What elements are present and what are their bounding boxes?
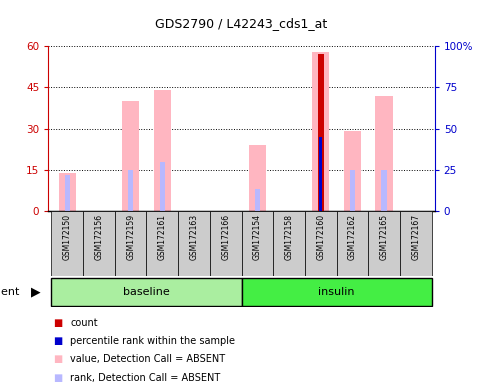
Bar — [312, 51, 329, 211]
Text: GSM172154: GSM172154 — [253, 214, 262, 260]
Bar — [273, 211, 305, 276]
Bar — [160, 162, 165, 211]
Text: ▶: ▶ — [31, 285, 41, 298]
Bar — [319, 137, 323, 211]
Text: ■: ■ — [53, 318, 62, 328]
Text: GSM172159: GSM172159 — [126, 214, 135, 260]
Bar — [146, 211, 178, 276]
Bar — [318, 55, 324, 211]
Text: ■: ■ — [53, 354, 62, 364]
Bar — [178, 211, 210, 276]
Text: GSM172158: GSM172158 — [284, 214, 294, 260]
Bar — [242, 278, 431, 306]
Text: GSM172165: GSM172165 — [380, 214, 388, 260]
Bar — [154, 90, 171, 211]
Text: insulin: insulin — [318, 287, 355, 297]
Bar — [382, 170, 386, 211]
Bar — [122, 101, 140, 211]
Text: value, Detection Call = ABSENT: value, Detection Call = ABSENT — [70, 354, 225, 364]
Bar — [343, 131, 361, 211]
Text: GDS2790 / L42243_cds1_at: GDS2790 / L42243_cds1_at — [156, 17, 327, 30]
Bar — [305, 211, 337, 276]
Text: ■: ■ — [53, 373, 62, 383]
Text: percentile rank within the sample: percentile rank within the sample — [70, 336, 235, 346]
Text: baseline: baseline — [123, 287, 170, 297]
Bar — [83, 211, 115, 276]
Text: rank, Detection Call = ABSENT: rank, Detection Call = ABSENT — [70, 373, 220, 383]
Text: GSM172150: GSM172150 — [63, 214, 72, 260]
Text: GSM172156: GSM172156 — [95, 214, 103, 260]
Text: ■: ■ — [53, 336, 62, 346]
Text: GSM172160: GSM172160 — [316, 214, 325, 260]
Bar — [65, 175, 70, 211]
Text: GSM172161: GSM172161 — [158, 214, 167, 260]
Bar — [375, 96, 393, 211]
Bar — [249, 145, 266, 211]
Bar — [368, 211, 400, 276]
Bar — [128, 170, 133, 211]
Text: GSM172163: GSM172163 — [189, 214, 199, 260]
Text: GSM172162: GSM172162 — [348, 214, 357, 260]
Text: GSM172166: GSM172166 — [221, 214, 230, 260]
Bar — [58, 173, 76, 211]
Bar — [52, 278, 242, 306]
Bar — [210, 211, 242, 276]
Text: count: count — [70, 318, 98, 328]
Bar — [350, 170, 355, 211]
Bar — [337, 211, 368, 276]
Bar — [115, 211, 146, 276]
Bar — [400, 211, 431, 276]
Text: agent: agent — [0, 287, 19, 297]
Bar — [255, 189, 260, 211]
Bar — [242, 211, 273, 276]
Text: GSM172167: GSM172167 — [411, 214, 420, 260]
Bar — [52, 211, 83, 276]
